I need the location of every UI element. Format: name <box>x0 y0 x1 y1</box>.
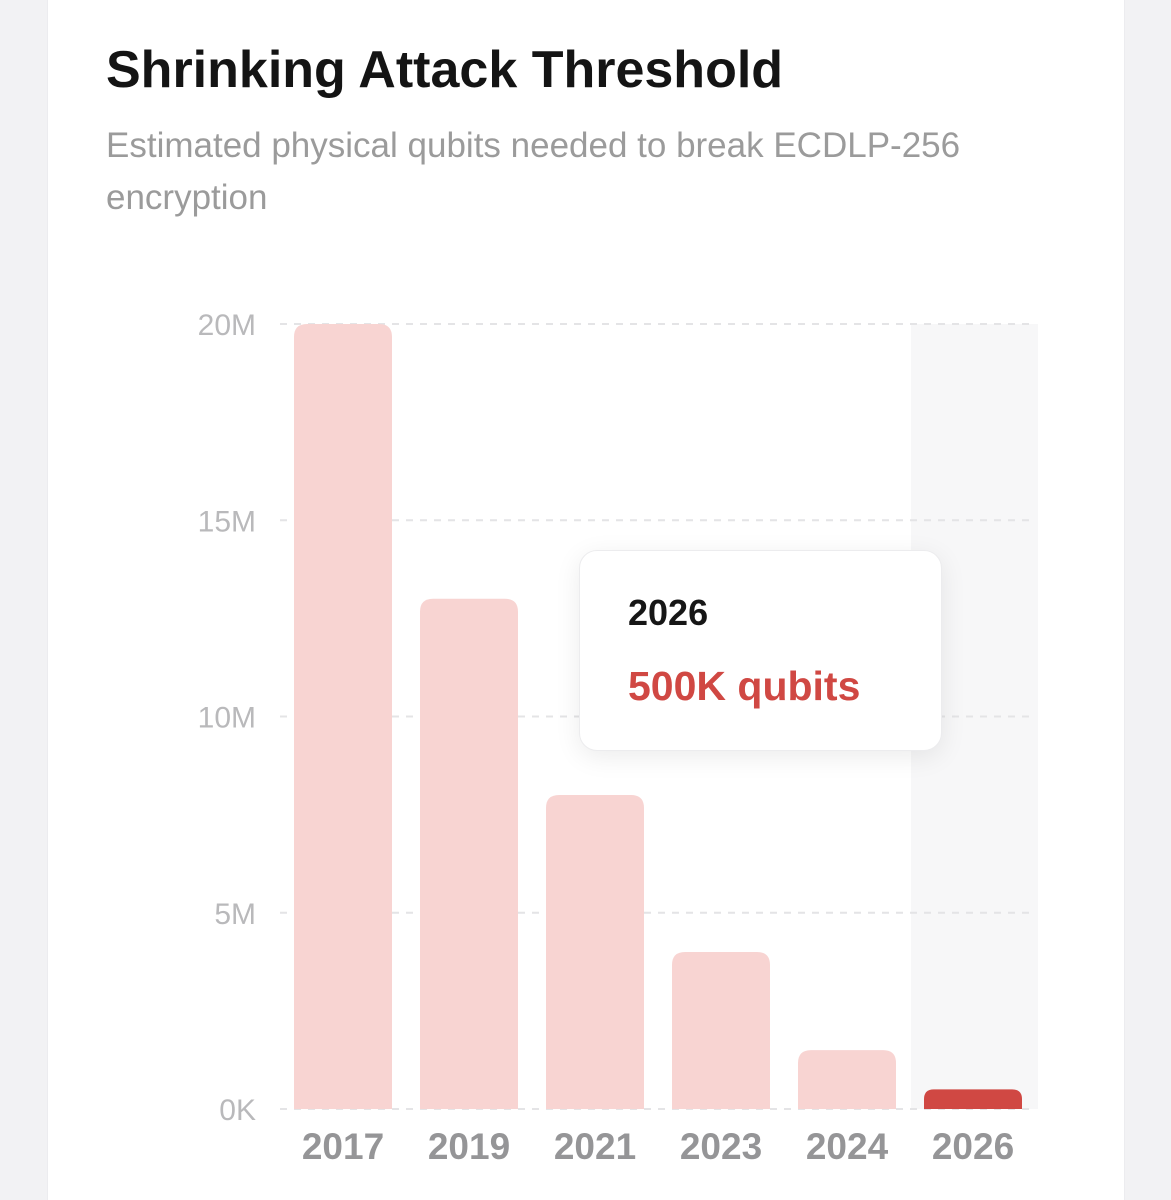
chart-tooltip: 2026 500K qubits <box>579 550 942 751</box>
bar-2021[interactable] <box>546 795 644 1109</box>
x-tick-label: 2024 <box>806 1126 889 1167</box>
bar-2026[interactable] <box>924 1089 1022 1109</box>
x-tick-label: 2026 <box>932 1126 1014 1167</box>
y-tick-label: 20M <box>198 309 256 342</box>
x-tick-label: 2019 <box>428 1126 510 1167</box>
bar-2024[interactable] <box>798 1050 896 1109</box>
y-tick-label: 5M <box>214 898 256 931</box>
tooltip-year: 2026 <box>628 592 709 633</box>
x-tick-label: 2021 <box>554 1126 636 1167</box>
x-tick-label: 2017 <box>302 1126 384 1167</box>
chart-subtitle: Estimated physical qubits needed to brea… <box>106 126 961 217</box>
y-tick-label: 10M <box>198 702 256 735</box>
bar-2019[interactable] <box>420 598 518 1109</box>
y-tick-label: 15M <box>198 505 256 538</box>
bar-2023[interactable] <box>672 952 770 1109</box>
bar-2017[interactable] <box>294 324 392 1109</box>
chart-title: Shrinking Attack Threshold <box>106 41 784 99</box>
tooltip-value: 500K qubits <box>628 663 861 709</box>
y-tick-label: 0K <box>219 1094 256 1127</box>
x-tick-label: 2023 <box>680 1126 762 1167</box>
